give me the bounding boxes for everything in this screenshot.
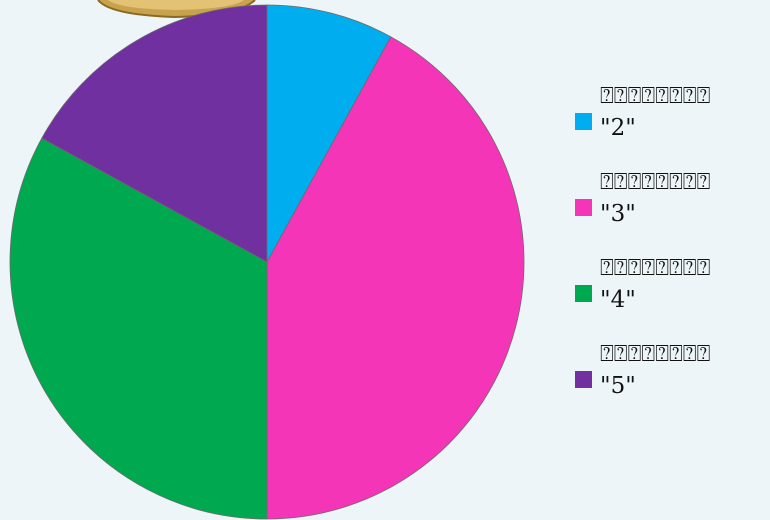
legend-swatch-4 [575,285,592,302]
legend-item-3[interactable]: ⍰⍰⍰⍰⍰⍰⍰⍰ "3" [572,164,768,250]
slice-2[interactable] [266,4,392,263]
legend-label-2: ⍰⍰⍰⍰⍰⍰⍰⍰ "2" [600,83,711,141]
legend-label-3: ⍰⍰⍰⍰⍰⍰⍰⍰ "3" [600,169,711,227]
legend-label-5: ⍰⍰⍰⍰⍰⍰⍰⍰ "5" [600,341,711,399]
legend: ⍰⍰⍰⍰⍰⍰⍰⍰ "2" ⍰⍰⍰⍰⍰⍰⍰⍰ "3" ⍰⍰⍰⍰⍰⍰⍰⍰ "4" ⍰… [572,78,768,422]
slice-4[interactable] [9,137,268,520]
legend-item-2[interactable]: ⍰⍰⍰⍰⍰⍰⍰⍰ "2" [572,78,768,164]
pie-slices [9,4,525,520]
legend-swatch-2 [575,113,592,130]
legend-label-4: ⍰⍰⍰⍰⍰⍰⍰⍰ "4" [600,255,711,313]
legend-item-4[interactable]: ⍰⍰⍰⍰⍰⍰⍰⍰ "4" [572,250,768,336]
slice-3[interactable] [266,36,525,520]
legend-swatch-3 [575,199,592,216]
legend-item-5[interactable]: ⍰⍰⍰⍰⍰⍰⍰⍰ "5" [572,336,768,422]
legend-swatch-5 [575,371,592,388]
slice-5[interactable] [41,4,268,263]
